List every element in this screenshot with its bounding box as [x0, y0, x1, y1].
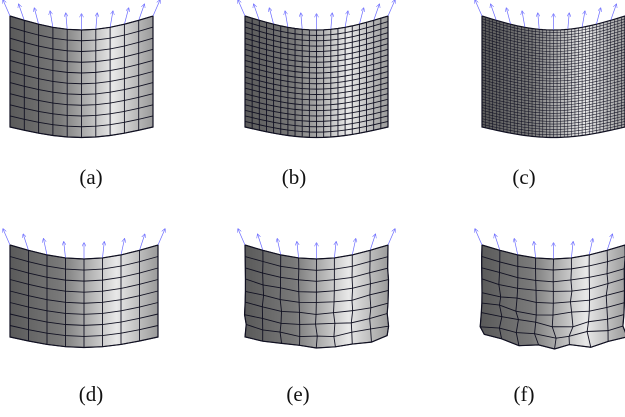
- normal-arrow: [475, 0, 483, 17]
- mesh-col-line: [568, 257, 574, 345]
- normal-arrow: [475, 229, 483, 246]
- mesh-col-line: [244, 244, 247, 337]
- normal-arrow: [64, 242, 66, 258]
- normal-arrow: [506, 8, 511, 25]
- caption-a: (a): [79, 165, 103, 189]
- caption-c: (c): [512, 165, 536, 189]
- mesh-col-line: [498, 250, 503, 339]
- normal-arrow: [538, 13, 539, 30]
- normal-arrow: [109, 11, 113, 28]
- mesh-col-line: [333, 257, 336, 347]
- mesh-col-line: [279, 254, 283, 344]
- mesh-col-line: [369, 250, 372, 343]
- normal-arrow: [359, 8, 363, 25]
- normal-arrow: [157, 229, 165, 246]
- normal-arrow: [277, 239, 282, 255]
- normal-arrow: [23, 234, 29, 251]
- mesh-col-line: [534, 257, 539, 346]
- panel-c: [475, 0, 625, 139]
- normal-arrow: [491, 4, 497, 21]
- normal-arrow: [3, 0, 11, 17]
- normal-arrow: [387, 229, 395, 246]
- mesh-col-line: [586, 254, 592, 348]
- normal-arrow: [596, 8, 600, 25]
- normal-arrow: [331, 13, 332, 30]
- mesh-col-line: [386, 244, 390, 336]
- normal-arrow: [581, 11, 585, 28]
- normal-arrow: [238, 229, 246, 246]
- panel-f: [475, 229, 625, 350]
- caption-f: (f): [513, 382, 535, 406]
- normal-arrow: [571, 242, 573, 258]
- normal-arrow: [138, 4, 145, 21]
- panel-a: [3, 0, 160, 139]
- panel-e: [238, 229, 395, 349]
- normal-arrow: [19, 4, 25, 21]
- mesh-col-line: [261, 250, 265, 342]
- normal-arrow: [254, 4, 260, 21]
- normal-arrow: [66, 13, 67, 30]
- caption-b: (b): [281, 165, 307, 189]
- normal-arrow: [103, 242, 105, 258]
- normal-arrow: [369, 234, 375, 251]
- normal-arrow: [522, 11, 526, 28]
- normal-arrow: [610, 4, 617, 21]
- caption-e: (e): [286, 382, 310, 406]
- normal-arrow: [139, 234, 145, 251]
- normal-arrow: [269, 8, 274, 25]
- caption-d: (d): [78, 382, 104, 406]
- normal-arrow: [344, 11, 348, 28]
- normal-arrow: [50, 11, 54, 28]
- mesh-col-line: [551, 258, 557, 350]
- normal-arrow: [3, 229, 11, 246]
- panel-d: [3, 229, 165, 349]
- normal-arrow: [373, 4, 380, 21]
- normal-arrow: [387, 0, 395, 17]
- normal-arrow: [606, 234, 612, 251]
- normal-arrow: [285, 11, 289, 28]
- normal-arrow: [152, 0, 160, 17]
- normal-arrow: [124, 8, 128, 25]
- mesh-col-line: [298, 257, 301, 346]
- panel-b: [238, 0, 395, 139]
- normal-arrow: [514, 239, 519, 255]
- mesh-col-line: [350, 254, 354, 345]
- normal-arrow: [351, 239, 356, 255]
- normal-arrow: [258, 234, 264, 251]
- normal-arrow: [334, 242, 336, 258]
- normal-arrow: [534, 242, 536, 258]
- normal-arrow: [96, 13, 97, 30]
- normal-arrow: [297, 242, 299, 258]
- mesh-col-line: [315, 258, 318, 349]
- normal-arrow: [44, 239, 48, 255]
- mesh-col-line: [479, 244, 485, 335]
- normal-arrow: [588, 239, 593, 255]
- normal-arrow: [495, 234, 501, 251]
- mesh-col-line: [605, 250, 609, 342]
- mesh-col-line: [515, 254, 520, 346]
- normal-arrow: [568, 13, 569, 30]
- normal-arrow: [34, 8, 39, 25]
- normal-arrow: [120, 239, 125, 255]
- normal-arrow: [301, 13, 302, 30]
- normal-arrow: [238, 0, 246, 17]
